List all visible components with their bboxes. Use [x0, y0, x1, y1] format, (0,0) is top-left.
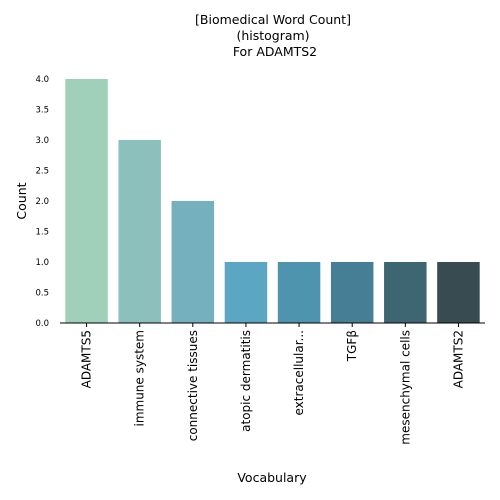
y-tick-label-7: 3.5	[35, 106, 49, 116]
x-tick-label-3: atopic dermatitis	[239, 330, 253, 432]
y-tick-label-3: 1.5	[35, 228, 49, 238]
bar-4	[277, 262, 321, 323]
y-tick-label-6: 3.0	[35, 136, 49, 146]
y-tick-label-5: 2.5	[35, 167, 49, 177]
y-tick-label-1: 0.5	[35, 289, 49, 299]
y-axis-ticks: 0.0 0.5 1.0 1.5 2.0 2.5 3.0 3.5 4.0	[35, 75, 49, 329]
y-tick-label-2: 1.0	[35, 258, 49, 268]
x-tick-label-2: connective tissues	[186, 330, 200, 441]
y-tick-label-8: 4.0	[35, 75, 49, 85]
bar-6	[384, 262, 427, 323]
bar-series	[65, 79, 480, 323]
x-tick-label-6: mesenchymal cells	[398, 330, 412, 445]
y-axis-label: Count	[14, 182, 29, 219]
x-tick-label-5: TGFβ	[345, 330, 359, 362]
y-tick-label-0: 0.0	[35, 319, 49, 329]
bar-3	[224, 262, 268, 323]
x-axis-ticks: ADAMTS5 immune system connective tissues at…	[80, 323, 465, 445]
chart-title-line-3: For ADAMTS2	[229, 44, 317, 59]
chart-title: [Biomedical Word Count] (histogram) For …	[195, 12, 351, 59]
x-tick-label-7: ADAMTS2	[451, 330, 465, 388]
bar-2	[171, 201, 215, 323]
y-tick-label-4: 2.0	[35, 197, 49, 207]
chart-title-line-2: (histogram)	[236, 28, 309, 43]
bar-0	[65, 79, 108, 323]
bar-7	[437, 262, 480, 323]
x-axis-label: Vocabulary	[237, 470, 307, 485]
bar-5	[330, 262, 374, 323]
x-tick-label-0: ADAMTS5	[80, 330, 94, 388]
x-tick-label-1: immune system	[133, 330, 147, 427]
bar-1	[118, 140, 161, 323]
chart-title-line-1: [Biomedical Word Count]	[195, 12, 351, 27]
x-tick-label-4: extracellular...	[292, 330, 306, 415]
